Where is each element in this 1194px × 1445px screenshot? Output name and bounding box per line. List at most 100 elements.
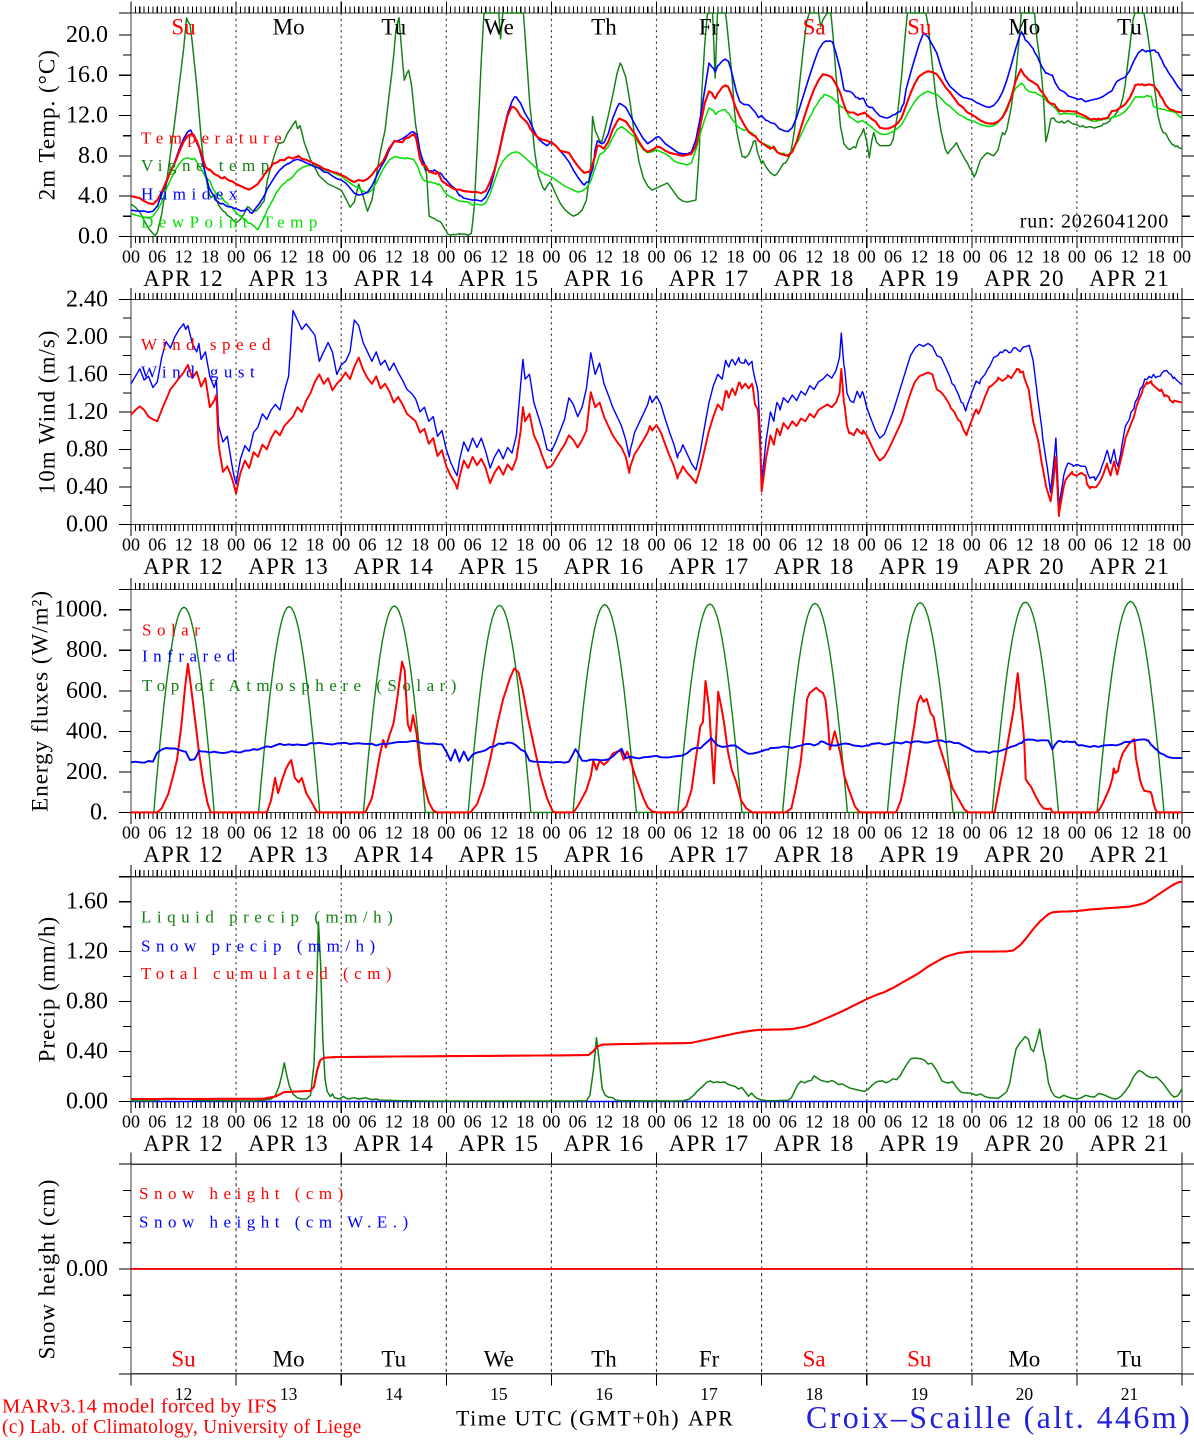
svg-text:12: 12 [805, 1112, 823, 1132]
svg-text:00: 00 [1173, 823, 1191, 843]
svg-text:Snow height (cm): Snow height (cm) [35, 1179, 60, 1360]
svg-text:APR 12: APR 12 [143, 1131, 224, 1156]
svg-text:0.0: 0.0 [78, 223, 108, 249]
svg-text:06: 06 [779, 1112, 797, 1132]
svg-text:Snow height (cm W.E.): Snow height (cm W.E.) [139, 1213, 414, 1232]
svg-text:00: 00 [122, 823, 140, 843]
svg-text:00: 00 [753, 535, 771, 555]
svg-text:18: 18 [726, 535, 744, 555]
svg-text:00: 00 [858, 823, 876, 843]
svg-text:06: 06 [253, 247, 271, 267]
svg-text:18: 18 [831, 1112, 849, 1132]
svg-text:Snow precip (mm/h): Snow precip (mm/h) [141, 937, 381, 956]
svg-text:12: 12 [1120, 1112, 1138, 1132]
svg-text:06: 06 [358, 823, 376, 843]
svg-text:Fr: Fr [699, 1347, 720, 1372]
svg-text:APR 12: APR 12 [143, 842, 224, 867]
svg-text:06: 06 [358, 247, 376, 267]
svg-text:APR 19: APR 19 [879, 842, 960, 867]
svg-text:20: 20 [1016, 1384, 1034, 1404]
svg-text:12: 12 [385, 1112, 403, 1132]
svg-text:00: 00 [963, 823, 981, 843]
svg-text:12: 12 [280, 247, 298, 267]
svg-text:06: 06 [884, 247, 902, 267]
svg-text:12: 12 [280, 823, 298, 843]
svg-text:18: 18 [831, 535, 849, 555]
svg-text:Sa: Sa [803, 15, 826, 40]
svg-text:APR 19: APR 19 [879, 554, 960, 579]
svg-text:APR 15: APR 15 [458, 842, 539, 867]
svg-text:18: 18 [201, 247, 219, 267]
svg-text:06: 06 [989, 1112, 1007, 1132]
svg-text:06: 06 [989, 823, 1007, 843]
svg-text:06: 06 [1094, 247, 1112, 267]
svg-text:(c) Lab. of Climatology, Unive: (c) Lab. of Climatology, University of L… [2, 1417, 362, 1438]
svg-text:12: 12 [700, 247, 718, 267]
svg-text:18: 18 [831, 247, 849, 267]
svg-text:06: 06 [569, 1112, 587, 1132]
svg-text:18: 18 [621, 247, 639, 267]
svg-text:Infrared: Infrared [142, 647, 241, 666]
svg-text:18: 18 [1147, 247, 1165, 267]
svg-text:06: 06 [253, 823, 271, 843]
svg-text:8.0: 8.0 [78, 143, 108, 169]
svg-text:06: 06 [884, 1112, 902, 1132]
svg-text:06: 06 [253, 535, 271, 555]
svg-text:00: 00 [542, 1112, 560, 1132]
svg-text:12: 12 [280, 1112, 298, 1132]
svg-text:APR 15: APR 15 [458, 554, 539, 579]
svg-text:18: 18 [726, 1112, 744, 1132]
svg-text:0.80: 0.80 [66, 989, 108, 1015]
svg-text:APR 16: APR 16 [564, 842, 645, 867]
svg-text:2m Temp. (°C): 2m Temp. (°C) [35, 49, 60, 200]
svg-text:18: 18 [1042, 247, 1060, 267]
svg-text:APR 18: APR 18 [774, 1131, 855, 1156]
svg-text:0.00: 0.00 [66, 1089, 108, 1115]
svg-text:06: 06 [253, 1112, 271, 1132]
svg-text:12: 12 [1120, 247, 1138, 267]
svg-text:Wind gust: Wind gust [141, 363, 260, 382]
svg-text:00: 00 [332, 247, 350, 267]
svg-text:15: 15 [490, 1384, 508, 1404]
svg-text:18: 18 [1147, 535, 1165, 555]
svg-text:18: 18 [306, 247, 324, 267]
svg-text:MARv3.14 model forced by IFS: MARv3.14 model forced by IFS [2, 1396, 277, 1418]
svg-text:18: 18 [201, 535, 219, 555]
svg-text:Snow height (cm): Snow height (cm) [139, 1184, 349, 1203]
svg-text:400.: 400. [66, 718, 108, 744]
svg-text:10m Wind (m/s): 10m Wind (m/s) [35, 330, 60, 495]
svg-text:0.00: 0.00 [66, 1256, 108, 1282]
svg-text:12: 12 [805, 535, 823, 555]
svg-text:12: 12 [490, 247, 508, 267]
svg-text:APR 17: APR 17 [669, 1131, 750, 1156]
svg-text:06: 06 [569, 535, 587, 555]
svg-text:06: 06 [1094, 823, 1112, 843]
svg-text:18: 18 [201, 1112, 219, 1132]
svg-text:12: 12 [1015, 247, 1033, 267]
svg-text:APR 13: APR 13 [248, 1131, 329, 1156]
svg-text:00: 00 [542, 823, 560, 843]
svg-text:APR 20: APR 20 [984, 842, 1065, 867]
svg-text:Vigne temp: Vigne temp [141, 156, 275, 175]
svg-text:06: 06 [148, 535, 166, 555]
svg-text:APR 16: APR 16 [564, 1131, 645, 1156]
svg-text:0.: 0. [90, 799, 108, 825]
svg-text:APR 14: APR 14 [353, 842, 434, 867]
svg-text:12: 12 [805, 823, 823, 843]
svg-text:18: 18 [726, 247, 744, 267]
svg-text:06: 06 [1094, 535, 1112, 555]
svg-text:00: 00 [648, 535, 666, 555]
svg-text:00: 00 [332, 1112, 350, 1132]
svg-text:06: 06 [148, 823, 166, 843]
svg-text:18: 18 [831, 823, 849, 843]
svg-text:00: 00 [227, 823, 245, 843]
svg-text:00: 00 [542, 247, 560, 267]
svg-text:00: 00 [858, 247, 876, 267]
svg-text:Mo: Mo [273, 1347, 305, 1372]
svg-text:APR 12: APR 12 [143, 266, 224, 291]
svg-text:Humidex: Humidex [141, 185, 243, 204]
svg-text:Mo: Mo [1008, 15, 1040, 40]
svg-text:16.0: 16.0 [66, 62, 108, 88]
svg-text:Su: Su [907, 15, 932, 40]
svg-text:00: 00 [1173, 535, 1191, 555]
